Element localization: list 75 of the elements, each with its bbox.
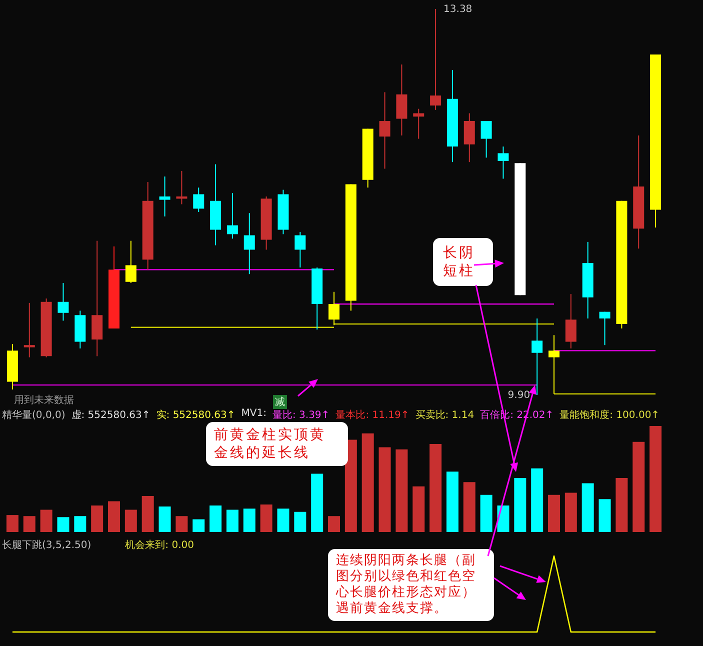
candlestick [600,311,611,346]
candlestick [58,282,70,322]
chart-title: 长腿下跳(3,5,2.50) [2,538,92,552]
text: MV1: [241,408,266,421]
text: 实: 552580.63↑ [156,408,236,422]
bar [379,447,392,532]
candlestick [126,240,137,284]
candlestick [548,334,560,394]
bar [260,504,273,532]
annotation: 连续阴阳两条长腿（副图分别以绿色和红色空心长腿价柱形态对应）遇前黄金线支撑。 [328,549,494,621]
candlestick [498,146,510,180]
bar [159,506,172,532]
bar [176,516,188,532]
candlestick [414,108,425,140]
bar [108,501,120,532]
bar [210,506,222,532]
candlestick [24,302,36,358]
bar [464,482,476,532]
candlestick [295,231,306,268]
text: 减 [273,395,287,409]
bar [58,517,70,532]
bar [650,426,662,532]
candlestick [227,192,238,240]
bar [582,483,594,532]
bar [74,516,87,532]
candlestick [481,120,492,158]
text: 量比: 3.39↑ [272,408,330,422]
bar [498,506,510,532]
text: 机会来到: 0.00 [125,538,194,552]
text: 虚: 552580.63↑ [71,408,150,422]
bar [548,494,560,532]
candlestick [566,294,577,349]
annotation: 前黄金柱实顶黄金线的延长线 [206,422,348,466]
candlestick [176,170,188,205]
bar [362,433,374,532]
bar [328,516,340,532]
bar [40,510,53,532]
bar [193,519,206,532]
bar [616,478,628,532]
chart-title: 精华量(0,0,0) [2,408,66,422]
candlestick [464,112,476,163]
bar [565,492,578,532]
bar [24,516,36,532]
bar [430,444,442,532]
bar [125,510,138,532]
bar [345,440,358,532]
annotation: 13.38 [444,4,473,15]
bar [226,510,239,532]
bar [244,508,256,532]
bar [413,486,426,532]
bar [294,512,307,532]
candlestick [194,187,205,212]
candlestick [430,8,442,110]
annotation: 9.90 [508,390,531,401]
annotation: 用到未来数据 [14,394,74,407]
bar [514,478,527,532]
annotation: 长阴短柱 [433,238,493,286]
bar [532,468,544,532]
bar [142,496,154,532]
bar [6,515,19,532]
bar [396,449,408,532]
candlestick [380,92,391,170]
candlestick [328,291,340,326]
candlestick [244,212,256,275]
bar [599,499,612,532]
candlestick [160,176,171,217]
bar [633,442,646,532]
text: 量能饱和度: 100.00↑ [560,408,660,422]
text: 量本比: 11.19↑ [336,408,410,422]
bar [480,494,493,532]
text: 买卖比: 1.14 [415,408,474,422]
bar [446,472,459,532]
bar [278,508,290,532]
bar [312,474,324,532]
bar [92,506,104,532]
